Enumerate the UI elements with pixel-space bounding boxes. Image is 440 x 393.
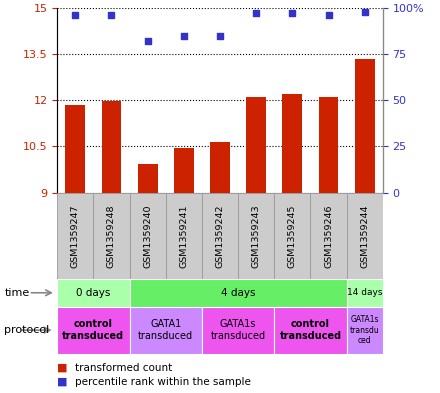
Text: control
transduced: control transduced <box>279 320 341 341</box>
Bar <box>129 279 347 307</box>
Text: GSM1359248: GSM1359248 <box>107 204 116 268</box>
Bar <box>57 307 129 354</box>
Bar <box>282 94 302 193</box>
Text: protocol: protocol <box>4 325 50 335</box>
Bar <box>66 105 85 193</box>
Text: GATA1s
transduced: GATA1s transduced <box>210 320 266 341</box>
Text: GSM1359244: GSM1359244 <box>360 204 369 268</box>
Bar <box>355 59 375 193</box>
Bar <box>138 164 158 193</box>
Point <box>216 33 224 39</box>
Bar <box>93 193 129 279</box>
Bar <box>347 279 383 307</box>
Point <box>253 10 260 17</box>
Text: ■: ■ <box>57 363 68 373</box>
Bar <box>57 279 129 307</box>
Text: GSM1359241: GSM1359241 <box>180 204 188 268</box>
Text: ■: ■ <box>57 377 68 387</box>
Bar <box>202 307 274 354</box>
Point <box>361 8 368 15</box>
Bar <box>246 97 266 193</box>
Bar <box>311 193 347 279</box>
Point <box>72 12 79 18</box>
Bar <box>319 97 338 193</box>
Text: GSM1359245: GSM1359245 <box>288 204 297 268</box>
Bar <box>347 193 383 279</box>
Bar <box>102 101 121 193</box>
Text: GSM1359246: GSM1359246 <box>324 204 333 268</box>
Text: percentile rank within the sample: percentile rank within the sample <box>75 377 251 387</box>
Bar <box>238 193 274 279</box>
Bar <box>57 193 93 279</box>
Point <box>325 12 332 18</box>
Bar <box>129 193 166 279</box>
Text: time: time <box>4 288 29 298</box>
Point <box>180 33 187 39</box>
Text: GATA1s
transdu
ced: GATA1s transdu ced <box>350 315 380 345</box>
Text: GSM1359247: GSM1359247 <box>71 204 80 268</box>
Bar <box>347 307 383 354</box>
Bar <box>129 307 202 354</box>
Text: control
transduced: control transduced <box>62 320 125 341</box>
Point <box>289 10 296 17</box>
Text: GSM1359243: GSM1359243 <box>252 204 260 268</box>
Text: 14 days: 14 days <box>347 288 382 297</box>
Bar <box>274 307 347 354</box>
Bar <box>202 193 238 279</box>
Text: GSM1359240: GSM1359240 <box>143 204 152 268</box>
Text: transformed count: transformed count <box>75 363 172 373</box>
Point <box>144 38 151 44</box>
Point <box>108 12 115 18</box>
Bar <box>166 193 202 279</box>
Text: 0 days: 0 days <box>76 288 110 298</box>
Bar <box>174 148 194 193</box>
Bar <box>210 142 230 193</box>
Bar <box>274 193 311 279</box>
Text: GATA1
transduced: GATA1 transduced <box>138 320 193 341</box>
Text: GSM1359242: GSM1359242 <box>216 204 224 268</box>
Text: 4 days: 4 days <box>221 288 255 298</box>
